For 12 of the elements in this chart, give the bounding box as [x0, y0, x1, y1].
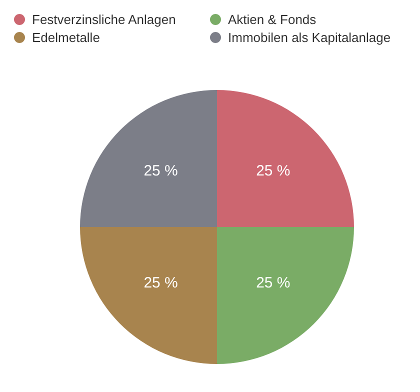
legend-label: Edelmetalle: [32, 30, 100, 45]
data-label: 25 %: [256, 162, 290, 180]
data-label: 25 %: [144, 274, 178, 292]
data-label: 25 %: [256, 274, 290, 292]
legend-label: Festverzinsliche Anlagen: [32, 12, 176, 27]
pie-slice: [80, 227, 217, 364]
legend-label: Aktien & Fonds: [228, 12, 316, 27]
pie-slice: [217, 90, 354, 227]
data-label: 25 %: [144, 162, 178, 180]
pie-slice: [217, 227, 354, 364]
pie-slice: [80, 90, 217, 227]
legend-label: Immobilen als Kapitalanlage: [228, 30, 391, 45]
